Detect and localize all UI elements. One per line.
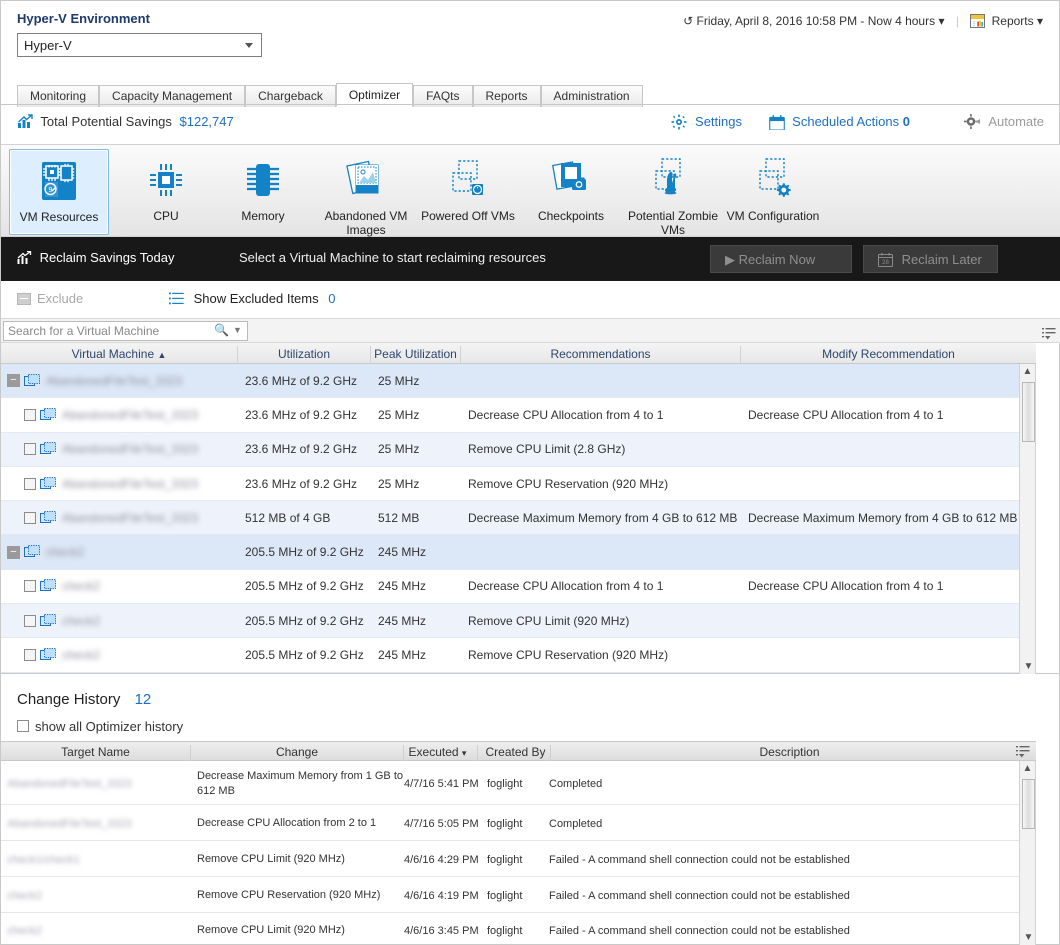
svg-text:28: 28 [882,260,889,266]
